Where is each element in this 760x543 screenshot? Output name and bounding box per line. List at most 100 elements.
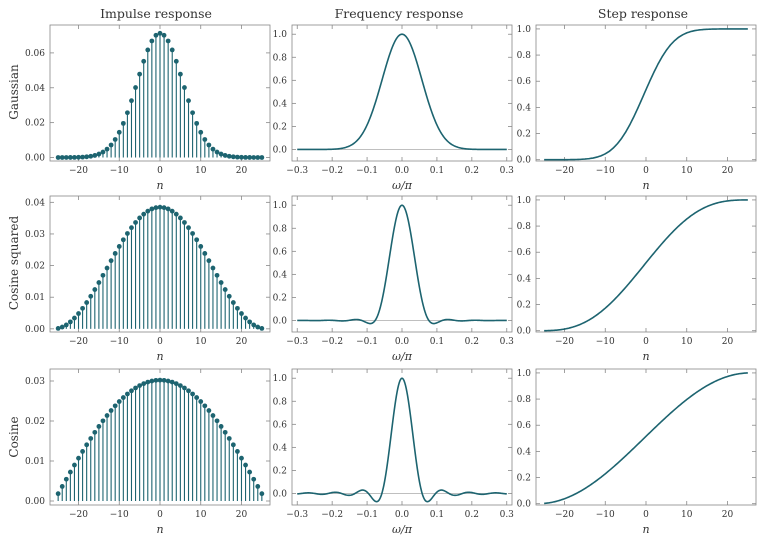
stem-marker	[141, 211, 147, 217]
stem-marker	[198, 244, 204, 249]
stem-marker	[235, 305, 240, 311]
stem-marker	[177, 71, 183, 77]
x-tick-label: 0.3	[500, 510, 515, 520]
y-tick-label: 0.2	[517, 130, 531, 140]
series-gaussian	[544, 28, 748, 161]
stem-marker	[157, 30, 163, 36]
x-tick-label: 0.0	[395, 337, 410, 347]
stem-marker	[243, 155, 248, 160]
stem-marker	[182, 220, 187, 225]
stem-marker	[186, 98, 191, 104]
x-tick-label: −0.3	[286, 337, 308, 347]
plot-frame	[291, 24, 513, 162]
col-title-frequency: Frequency response	[335, 6, 464, 21]
y-tick-label: 0.0	[273, 489, 288, 499]
stem-marker	[235, 154, 240, 160]
x-tick-label: −10	[596, 166, 615, 176]
stem-marker	[92, 429, 98, 435]
y-tick-label: 0.00	[25, 154, 45, 164]
y-tick-label: 0.8	[273, 53, 288, 63]
stem-marker	[202, 251, 208, 256]
x-tick-label: 20	[722, 337, 734, 347]
stem-marker	[96, 424, 102, 429]
stem-marker	[210, 413, 216, 418]
series-gaussian	[55, 30, 265, 160]
x-tick-label: 10	[195, 166, 207, 176]
stem-marker	[104, 413, 110, 418]
panel-r0-c0: −20 −10 0 10 20 0.00 0.02 0.04 0.06 n	[25, 24, 271, 192]
stem-marker	[169, 379, 175, 385]
x-tick-label: −0.2	[321, 510, 343, 520]
stem-marker	[153, 32, 159, 38]
y-tick-label: 0.4	[517, 274, 532, 284]
y-tick-label: 0.0	[273, 316, 288, 326]
stem-marker	[153, 377, 159, 383]
x-axis-label: ω/π	[392, 350, 413, 363]
x-tick-label: −20	[69, 510, 88, 520]
stem-marker	[55, 491, 61, 497]
x-tick-label: −10	[110, 337, 129, 347]
y-tick-label: 0.6	[273, 76, 288, 86]
x-tick-label: −20	[555, 337, 574, 347]
y-tick-label: 0.00	[25, 325, 45, 335]
stem-marker	[239, 154, 244, 160]
x-tick-label: 10	[681, 337, 693, 347]
x-axis-label: n	[156, 350, 163, 363]
stem-marker	[149, 206, 155, 212]
stem-marker	[120, 237, 126, 243]
y-tick-label: 0.4	[517, 447, 532, 457]
x-axis-label: n	[642, 179, 649, 192]
x-tick-label: −0.2	[321, 166, 343, 176]
y-tick-label: 0.04	[25, 84, 45, 94]
stem-marker	[108, 142, 114, 148]
y-tick-label: 0.0	[517, 327, 532, 337]
stem-marker	[88, 153, 94, 159]
stem-marker	[63, 476, 69, 482]
x-tick-label: 10	[681, 510, 693, 520]
y-tick-label: 0.8	[273, 224, 288, 234]
x-tick-label: 0	[157, 510, 163, 520]
x-axis-label: n	[156, 523, 163, 536]
stem-marker	[104, 265, 110, 271]
stem-marker	[76, 311, 81, 316]
step-response-line	[544, 199, 748, 332]
x-tick-label: −0.1	[356, 510, 378, 520]
y-tick-label: 0.01	[25, 293, 45, 303]
stem-marker	[202, 137, 208, 142]
y-tick-label: 0.0	[517, 500, 532, 510]
x-tick-label: −10	[110, 510, 129, 520]
stem-marker	[190, 391, 195, 397]
series-cosine_squared	[297, 204, 507, 325]
stem-marker	[206, 258, 212, 264]
stem-marker	[161, 205, 167, 211]
stem-marker	[218, 280, 224, 285]
plot-frame	[535, 24, 757, 162]
stem-marker	[149, 38, 155, 44]
stem-marker	[173, 58, 179, 64]
y-tick-label: 0.0	[273, 145, 288, 155]
stem-marker	[145, 208, 151, 214]
y-tick-label: 0.2	[517, 474, 531, 484]
stem-marker	[145, 47, 151, 53]
stem-marker	[112, 403, 118, 409]
stem-marker	[247, 155, 253, 160]
stem-marker	[255, 324, 261, 330]
stem-marker	[80, 448, 85, 454]
stem-marker	[133, 385, 138, 391]
stem-marker	[239, 455, 244, 461]
series-cosine	[55, 377, 265, 501]
column-titles: Impulse response Frequency response Step…	[100, 6, 688, 21]
y-tick-label: 0.4	[273, 443, 288, 453]
x-tick-label: 0	[157, 166, 163, 176]
stem-marker	[84, 442, 90, 448]
panel-r0-c1: −0.3 −0.2 −0.1 0.0 0.1 0.2 0.3 0.0 0.2 0.4 0.6 0.8 1…	[273, 24, 514, 192]
y-tick-label: 0.8	[517, 222, 532, 232]
x-tick-label: −0.3	[286, 166, 308, 176]
x-tick-label: 0.1	[430, 510, 444, 520]
x-tick-label: −20	[69, 337, 88, 347]
series-gaussian	[297, 33, 507, 151]
y-tick-label: 1.0	[517, 196, 532, 206]
x-tick-label: 20	[722, 510, 734, 520]
row-label-cosine-squared: Cosine squared	[7, 216, 21, 311]
x-tick-label: 0	[157, 337, 163, 347]
